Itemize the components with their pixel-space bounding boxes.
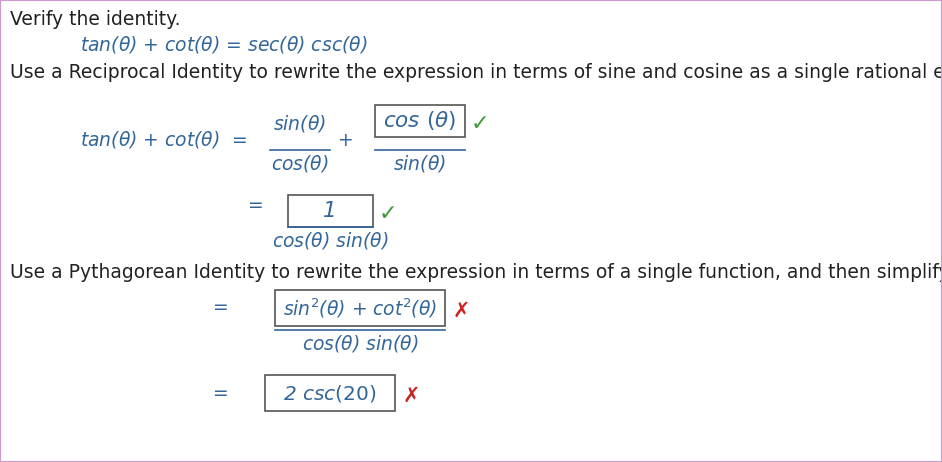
Text: 2 csc$(20)$: 2 csc$(20)$ xyxy=(284,383,377,403)
Text: tan($\theta$) + cot($\theta$)  =: tan($\theta$) + cot($\theta$) = xyxy=(80,129,248,151)
FancyBboxPatch shape xyxy=(265,375,395,411)
Text: ✓: ✓ xyxy=(379,204,398,224)
Text: cos $(\theta)$: cos $(\theta)$ xyxy=(383,109,457,133)
Text: sin$^2$($\theta$) + cot$^2$($\theta$): sin$^2$($\theta$) + cot$^2$($\theta$) xyxy=(283,296,437,320)
FancyBboxPatch shape xyxy=(375,105,465,137)
Text: ✗: ✗ xyxy=(403,386,420,406)
Text: Use a Reciprocal Identity to rewrite the expression in terms of sine and cosine : Use a Reciprocal Identity to rewrite the… xyxy=(10,63,942,82)
FancyBboxPatch shape xyxy=(275,290,445,326)
Text: sin($\theta$): sin($\theta$) xyxy=(394,153,447,174)
Text: 1: 1 xyxy=(323,201,337,221)
Text: Use a Pythagorean Identity to rewrite the expression in terms of a single functi: Use a Pythagorean Identity to rewrite th… xyxy=(10,263,942,282)
Text: cos($\theta$) sin($\theta$): cos($\theta$) sin($\theta$) xyxy=(271,230,388,251)
Text: cos($\theta$) sin($\theta$): cos($\theta$) sin($\theta$) xyxy=(301,333,418,354)
Text: +: + xyxy=(337,130,353,150)
Text: ✗: ✗ xyxy=(453,301,470,321)
Text: =: = xyxy=(247,195,263,214)
Text: =: = xyxy=(212,383,228,402)
Text: ✓: ✓ xyxy=(471,114,490,134)
Text: Verify the identity.: Verify the identity. xyxy=(10,10,181,29)
FancyBboxPatch shape xyxy=(287,195,372,227)
Text: =: = xyxy=(212,298,228,317)
Text: sin($\theta$): sin($\theta$) xyxy=(273,113,327,134)
Text: cos($\theta$): cos($\theta$) xyxy=(271,153,329,174)
Text: tan($\theta$) + cot($\theta$) = sec($\theta$) csc($\theta$): tan($\theta$) + cot($\theta$) = sec($\th… xyxy=(80,34,367,55)
